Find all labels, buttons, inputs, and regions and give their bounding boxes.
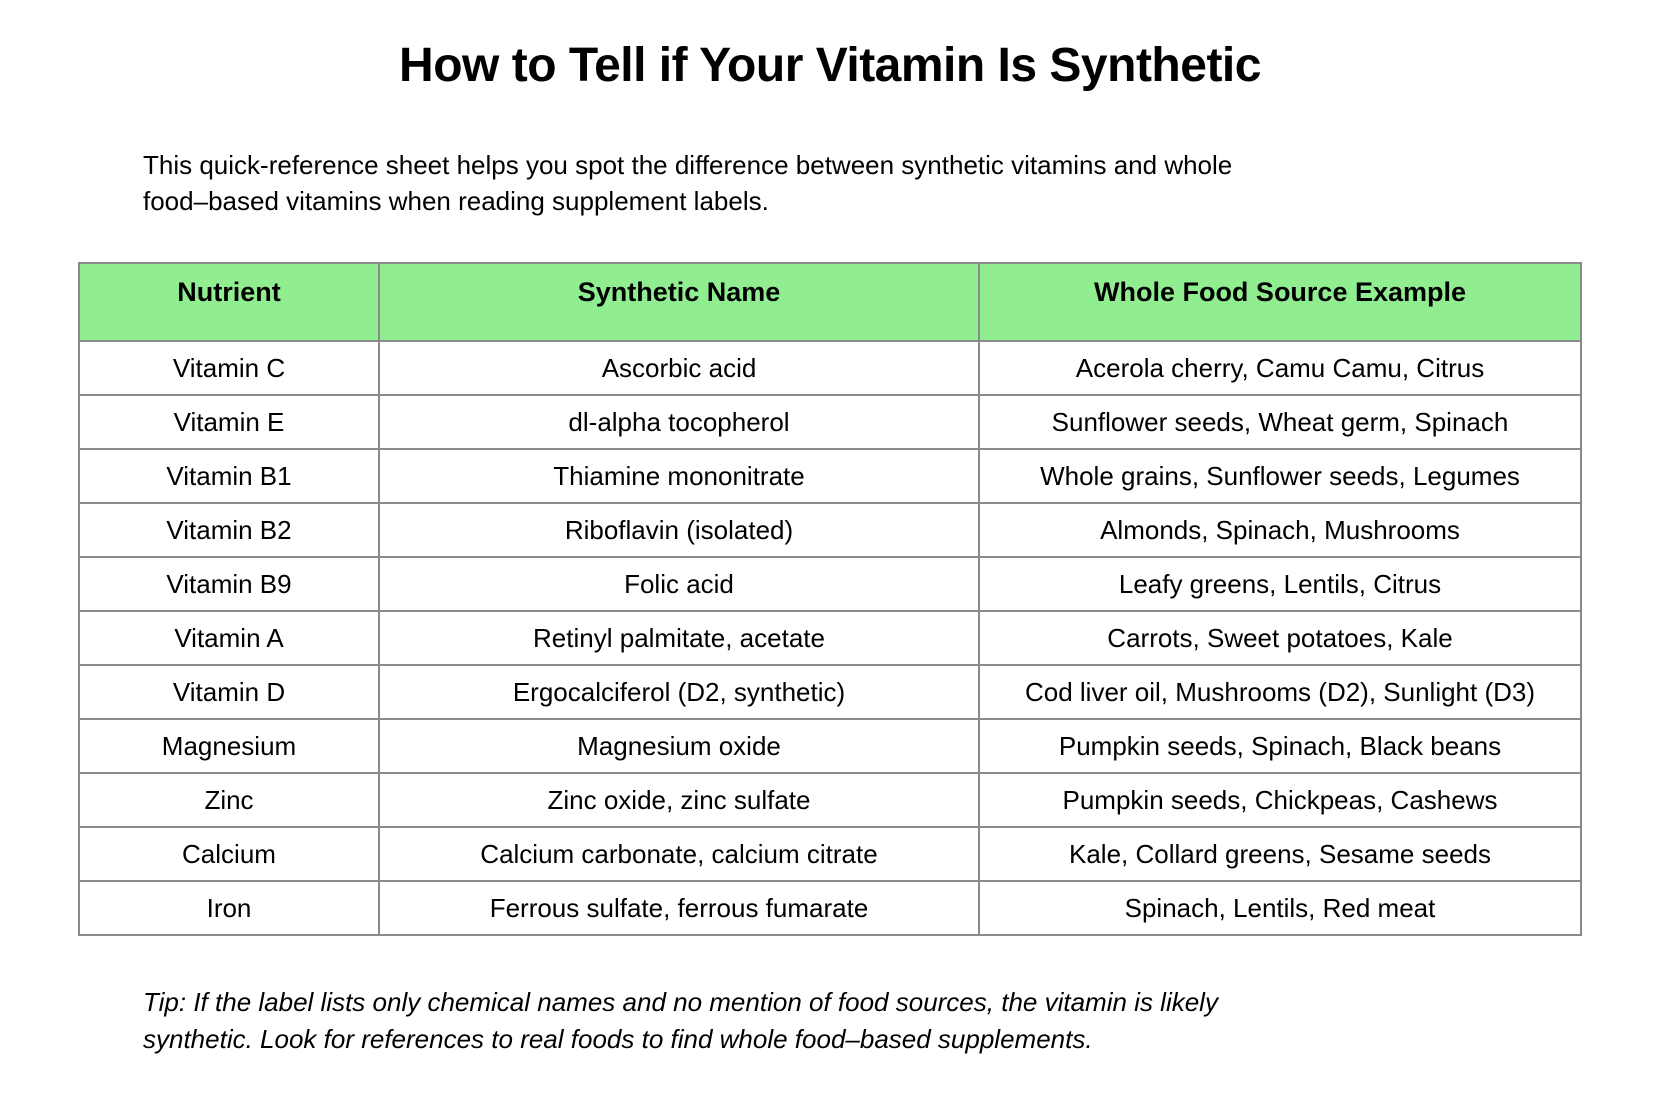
cell-nutrient: Calcium [78,826,380,882]
table-header-row: Nutrient Synthetic Name Whole Food Sourc… [78,262,1582,342]
vitamin-table: Nutrient Synthetic Name Whole Food Sourc… [78,262,1582,936]
cell-synthetic-name: Zinc oxide, zinc sulfate [378,772,980,828]
cell-whole-food-source: Leafy greens, Lentils, Citrus [978,556,1582,612]
cell-nutrient: Vitamin D [78,664,380,720]
cell-synthetic-name: Calcium carbonate, calcium citrate [378,826,980,882]
cell-synthetic-name: Thiamine mononitrate [378,448,980,504]
cell-nutrient: Vitamin B9 [78,556,380,612]
cell-whole-food-source: Cod liver oil, Mushrooms (D2), Sunlight … [978,664,1582,720]
cell-whole-food-source: Whole grains, Sunflower seeds, Legumes [978,448,1582,504]
cell-synthetic-name: Magnesium oxide [378,718,980,774]
column-header-nutrient: Nutrient [78,262,380,342]
cell-nutrient: Vitamin B2 [78,502,380,558]
cell-nutrient: Vitamin B1 [78,448,380,504]
cell-synthetic-name: Ergocalciferol (D2, synthetic) [378,664,980,720]
cell-synthetic-name: Ascorbic acid [378,340,980,396]
cell-whole-food-source: Pumpkin seeds, Spinach, Black beans [978,718,1582,774]
cell-synthetic-name: Folic acid [378,556,980,612]
table-row: Iron Ferrous sulfate, ferrous fumarate Spi… [78,880,1582,936]
intro-text: This quick-reference sheet helps you spo… [143,150,1233,216]
cell-whole-food-source: Pumpkin seeds, Chickpeas, Cashews [978,772,1582,828]
cell-synthetic-name: Retinyl palmitate, acetate [378,610,980,666]
cell-whole-food-source: Almonds, Spinach, Mushrooms [978,502,1582,558]
table-row: Vitamin D Ergocalciferol (D2, synthetic) C… [78,664,1582,720]
cell-whole-food-source: Spinach, Lentils, Red meat [978,880,1582,936]
cell-nutrient: Zinc [78,772,380,828]
cell-synthetic-name: dl-alpha tocopherol [378,394,980,450]
cell-whole-food-source: Sunflower seeds, Wheat germ, Spinach [978,394,1582,450]
cell-nutrient: Magnesium [78,718,380,774]
cell-whole-food-source: Carrots, Sweet potatoes, Kale [978,610,1582,666]
cell-synthetic-name: Ferrous sulfate, ferrous fumarate [378,880,980,936]
cell-nutrient: Iron [78,880,380,936]
table-row: Magnesium Magnesium oxide Pumpkin seeds, S… [78,718,1582,774]
column-header-whole-food-source: Whole Food Source Example [978,262,1582,342]
table-row: Vitamin A Retinyl palmitate, acetate Carro… [78,610,1582,666]
tip-text: Tip: If the label lists only chemical na… [143,987,1218,1054]
cell-nutrient: Vitamin A [78,610,380,666]
cell-whole-food-source: Acerola cherry, Camu Camu, Citrus [978,340,1582,396]
table-row: Calcium Calcium carbonate, calcium citrat… [78,826,1582,882]
table-row: Zinc Zinc oxide, zinc sulfate Pumpkin seed… [78,772,1582,828]
cell-nutrient: Vitamin C [78,340,380,396]
table-body: Vitamin C Ascorbic acid Acerola cherry, Ca… [78,340,1582,936]
cell-nutrient: Vitamin E [78,394,380,450]
table-row: Vitamin B1 Thiamine mononitrate Whole grai… [78,448,1582,504]
column-header-synthetic-name: Synthetic Name [378,262,980,342]
table-row: Vitamin B9 Folic acid Leafy greens, Lentil… [78,556,1582,612]
cell-synthetic-name: Riboflavin (isolated) [378,502,980,558]
page-title: How to Tell if Your Vitamin Is Synthetic [399,39,1261,92]
cell-whole-food-source: Kale, Collard greens, Sesame seeds [978,826,1582,882]
table-row: Vitamin B2 Riboflavin (isolated) Almonds, … [78,502,1582,558]
table-row: Vitamin C Ascorbic acid Acerola cherry, Ca… [78,340,1582,396]
